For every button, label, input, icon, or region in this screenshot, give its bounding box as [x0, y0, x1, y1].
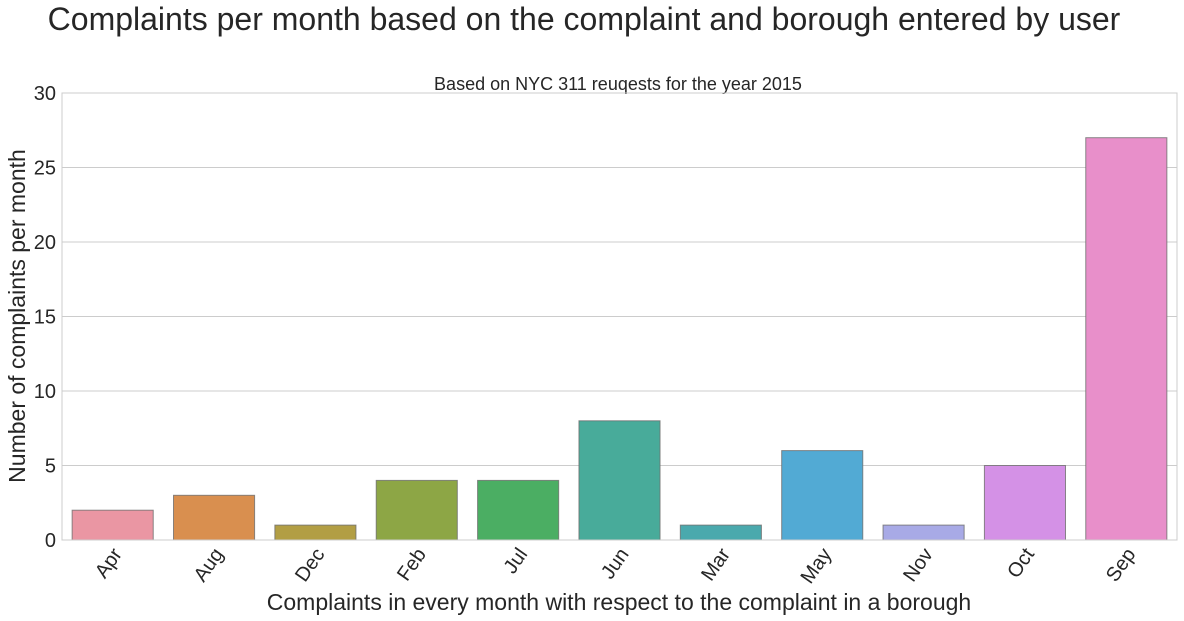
- bar-may: [781, 450, 864, 541]
- plot-frame: [61, 92, 1178, 541]
- x-tick-label: May: [797, 544, 837, 588]
- x-tick-label: Jun: [597, 544, 634, 583]
- y-tick-label: 5: [45, 456, 56, 478]
- x-tick-label: Oct: [1003, 544, 1039, 582]
- x-tick-label: Apr: [91, 544, 127, 582]
- y-tick-label: 20: [34, 232, 56, 254]
- bar-aug: [173, 494, 256, 541]
- y-axis-label: Number of complaints per month: [4, 149, 30, 483]
- y-tick-label: 10: [34, 381, 56, 403]
- bar-nov: [882, 524, 965, 541]
- y-tick-label: 25: [34, 158, 56, 180]
- bars-group: [71, 137, 1168, 541]
- x-tick-label: Feb: [393, 544, 431, 585]
- x-tick-label: Jul: [500, 544, 533, 578]
- y-tick-label: 15: [34, 307, 56, 329]
- y-tick-label: 30: [34, 83, 56, 105]
- bar-jul: [477, 479, 560, 541]
- x-tick-label: Sep: [1102, 544, 1140, 586]
- y-axis-ticks: 0 5 10 15 20 25 30: [34, 83, 56, 552]
- figure-title: Complaints per month based on the compla…: [48, 1, 1121, 37]
- bar-jun: [578, 420, 661, 541]
- bar-feb: [375, 479, 458, 541]
- bar-apr: [71, 509, 154, 541]
- x-axis-ticks: Apr Aug Dec Feb Jul Jun Mar May Nov Oct Sep: [91, 544, 1141, 588]
- chart-subtitle: Based on NYC 311 reuqests for the year 2…: [434, 74, 802, 94]
- x-tick-label: Nov: [899, 544, 937, 586]
- y-tick-label: 0: [45, 530, 56, 552]
- x-axis-label: Complaints in every month with respect t…: [267, 589, 971, 615]
- bar-oct: [983, 465, 1067, 541]
- bar-dec: [274, 524, 357, 541]
- x-tick-label: Dec: [291, 544, 329, 586]
- x-tick-label: Mar: [697, 544, 735, 585]
- bar-mar: [679, 524, 762, 541]
- bar-sep: [1085, 137, 1168, 541]
- x-tick-label: Aug: [190, 544, 228, 586]
